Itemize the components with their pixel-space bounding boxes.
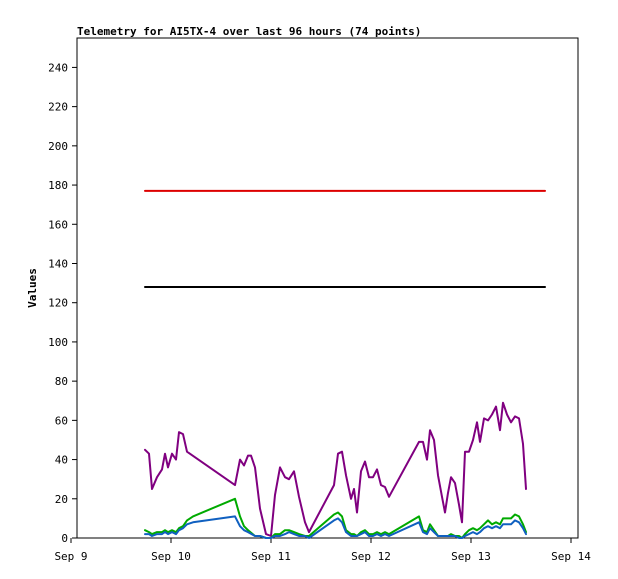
y-tick-label: 20 — [55, 493, 68, 506]
y-tick-label: 0 — [61, 532, 68, 545]
plot-frame — [76, 37, 579, 539]
series-line-5 — [144, 515, 527, 539]
y-tick-label: 240 — [48, 61, 68, 74]
y-tick-label: 40 — [55, 454, 68, 467]
chart-title: Telemetry for AI5TX-4 over last 96 hours… — [77, 25, 421, 38]
x-tick-label: Sep 14 — [551, 550, 591, 563]
y-tick-label: 120 — [48, 297, 68, 310]
series-layer — [144, 189, 546, 539]
y-tick-label: 160 — [48, 218, 68, 231]
y-tick-label: 60 — [55, 414, 68, 427]
x-tick-label: Sep 13 — [451, 550, 491, 563]
x-tick-label: Sep 11 — [251, 550, 291, 563]
y-tick-label: 140 — [48, 257, 68, 270]
y-tick-label: 200 — [48, 140, 68, 153]
y-axis: 0 20 40 60 80 100 120 140 160 180 200 220 240 — [48, 61, 77, 545]
y-tick-label: 180 — [48, 179, 68, 192]
y-axis-label: Values — [26, 268, 39, 308]
series-line-3 — [144, 401, 527, 537]
series-line-4 — [144, 497, 527, 539]
x-tick-label: Sep 10 — [151, 550, 191, 563]
x-axis: Sep 9 Sep 10 Sep 11 Sep 12 Sep 13 Sep 14 — [54, 538, 591, 563]
y-tick-label: 80 — [55, 375, 68, 388]
y-tick-label: 100 — [48, 336, 68, 349]
x-tick-label: Sep 12 — [351, 550, 391, 563]
x-tick-label: Sep 9 — [54, 550, 87, 563]
y-tick-label: 220 — [48, 101, 68, 114]
